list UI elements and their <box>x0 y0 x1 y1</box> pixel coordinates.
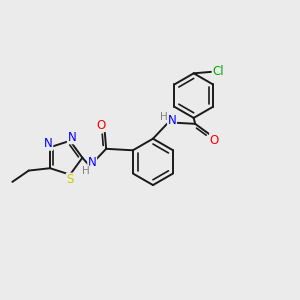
Text: N: N <box>88 156 97 169</box>
Text: N: N <box>168 114 176 128</box>
Text: N: N <box>44 137 53 150</box>
Text: Cl: Cl <box>212 65 224 78</box>
Text: S: S <box>66 173 74 186</box>
Text: N: N <box>68 131 76 144</box>
Text: H: H <box>160 112 168 122</box>
Text: O: O <box>210 134 219 147</box>
Text: H: H <box>82 166 90 176</box>
Text: O: O <box>97 118 106 131</box>
